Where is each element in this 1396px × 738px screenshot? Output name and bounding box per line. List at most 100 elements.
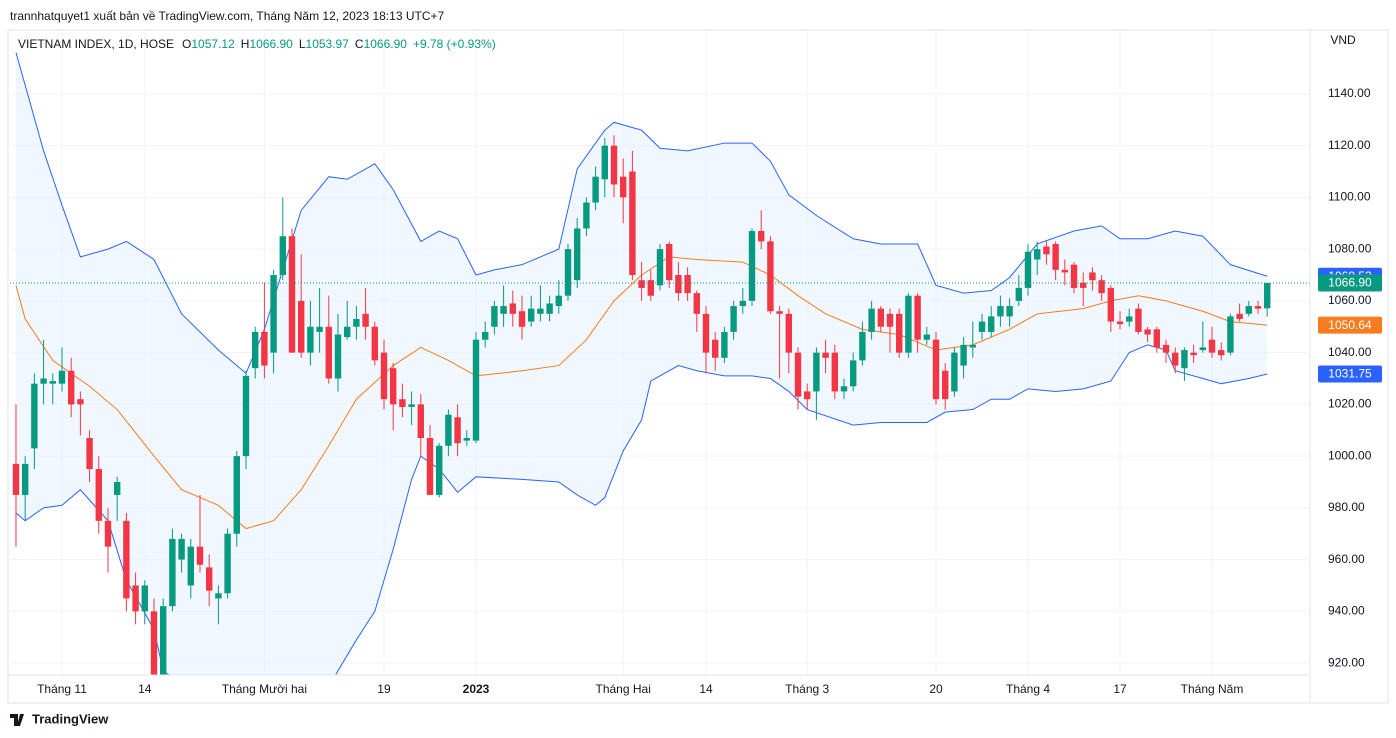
candle-body bbox=[527, 308, 535, 322]
price-tag bbox=[1318, 365, 1382, 383]
candle-body bbox=[629, 171, 636, 276]
candle-body bbox=[555, 295, 562, 307]
candle-body bbox=[196, 546, 204, 565]
candle-body bbox=[1199, 347, 1207, 351]
candle-body bbox=[1107, 287, 1115, 322]
legend-key: L bbox=[299, 37, 306, 51]
price-tag bbox=[1318, 274, 1382, 292]
candle-body bbox=[187, 546, 194, 586]
candle-body bbox=[978, 321, 986, 332]
candle-body bbox=[472, 339, 480, 441]
candle-body bbox=[353, 318, 360, 327]
candle-body bbox=[831, 352, 839, 392]
x-tick-label: 2023 bbox=[463, 682, 490, 696]
price-tag-label: 1050.64 bbox=[1328, 318, 1372, 332]
candle-body bbox=[886, 313, 894, 327]
candle-body bbox=[408, 404, 415, 407]
price-tag-label: 1066.90 bbox=[1328, 276, 1372, 290]
legend-title: VIETNAM INDEX, 1D, HOSE bbox=[18, 37, 174, 51]
candle-body bbox=[1070, 264, 1078, 288]
candle-body bbox=[712, 339, 719, 358]
candle-body bbox=[481, 331, 489, 340]
candle-body bbox=[251, 331, 259, 369]
legend-change: +9.78 (+0.93%) bbox=[413, 37, 496, 51]
candle-body bbox=[932, 339, 940, 400]
candle-body bbox=[1126, 316, 1133, 322]
candle-body bbox=[205, 567, 213, 591]
candle-body bbox=[104, 520, 112, 547]
candle-body bbox=[647, 280, 654, 296]
logo: TradingView bbox=[10, 711, 109, 726]
y-tick-label: 1120.00 bbox=[1328, 138, 1371, 152]
price-tag-label: 1031.75 bbox=[1328, 367, 1372, 381]
candle-body bbox=[1218, 350, 1225, 356]
x-tick-label: 14 bbox=[699, 682, 713, 696]
candle-body bbox=[509, 303, 516, 314]
candle-body bbox=[730, 306, 737, 332]
source-line: trannhatquyet1 xuất bản về TradingView.c… bbox=[10, 9, 444, 23]
candle-body bbox=[942, 370, 949, 400]
candle-body bbox=[610, 145, 618, 185]
logo-text: TradingView bbox=[32, 711, 109, 726]
candle-body bbox=[1135, 308, 1142, 332]
candle-body bbox=[564, 249, 572, 296]
candle-body bbox=[960, 344, 967, 366]
candle-body bbox=[877, 308, 885, 327]
candle-body bbox=[1015, 287, 1023, 301]
y-tick-label: 940.00 bbox=[1328, 604, 1365, 618]
band-line bbox=[15, 344, 1268, 675]
candle-body bbox=[435, 445, 443, 495]
candle-body bbox=[656, 249, 664, 286]
candle-body bbox=[776, 311, 783, 314]
candle-body bbox=[132, 585, 139, 612]
x-tick-label: Tháng 11 bbox=[37, 682, 87, 696]
candle-body bbox=[951, 352, 958, 392]
candle-body bbox=[850, 360, 857, 387]
candle-body bbox=[619, 176, 627, 198]
x-tick-label: 14 bbox=[138, 682, 152, 696]
candle-body bbox=[758, 231, 765, 242]
candle-body bbox=[279, 236, 286, 276]
candle-body bbox=[675, 275, 682, 294]
candle-body bbox=[463, 438, 470, 441]
candle-body bbox=[242, 375, 250, 457]
candle-body bbox=[1245, 306, 1253, 314]
candle-body bbox=[1052, 243, 1059, 270]
candle-body bbox=[150, 611, 158, 675]
candle-body bbox=[40, 378, 47, 384]
candle-body bbox=[794, 352, 802, 397]
candle-body bbox=[224, 533, 231, 594]
candle-body bbox=[1043, 246, 1050, 255]
candle-body bbox=[371, 326, 378, 361]
candle-body bbox=[721, 331, 728, 358]
candle-body bbox=[233, 456, 240, 534]
candle-body bbox=[1236, 313, 1243, 319]
candle-body bbox=[537, 308, 544, 314]
x-tick-label: Tháng Hai bbox=[596, 682, 651, 696]
band-line bbox=[15, 52, 1268, 375]
y-tick-label: 980.00 bbox=[1328, 500, 1365, 514]
candle-body bbox=[399, 399, 406, 407]
candle-body bbox=[739, 300, 747, 307]
candle-body bbox=[12, 463, 20, 495]
candle-body bbox=[67, 370, 75, 405]
candle-body bbox=[785, 313, 793, 353]
candle-body bbox=[914, 295, 921, 340]
candle-body bbox=[813, 352, 820, 392]
candle-body bbox=[77, 399, 84, 405]
candle-body bbox=[141, 585, 148, 612]
y-tick-label: 1080.00 bbox=[1328, 241, 1372, 255]
candle-body bbox=[159, 606, 167, 675]
candle-body bbox=[261, 331, 268, 366]
candle-body bbox=[702, 313, 710, 353]
candle-body bbox=[1190, 352, 1197, 356]
candle-body bbox=[840, 386, 848, 392]
candle-body bbox=[1116, 321, 1124, 325]
candle-body bbox=[767, 241, 774, 312]
candle-body bbox=[1006, 306, 1013, 317]
candle-body bbox=[31, 383, 38, 449]
y-tick-label: 960.00 bbox=[1328, 552, 1365, 566]
candle-body bbox=[58, 370, 66, 384]
candle-body bbox=[1162, 344, 1170, 353]
